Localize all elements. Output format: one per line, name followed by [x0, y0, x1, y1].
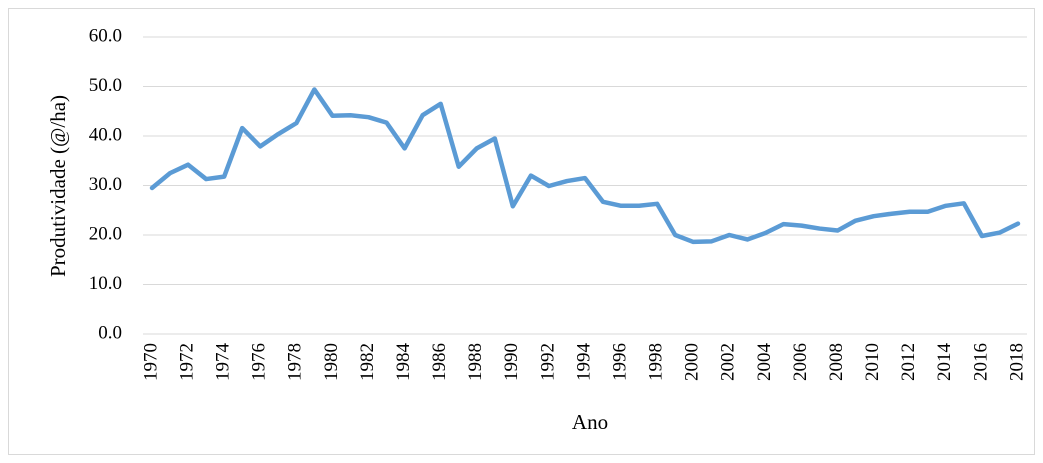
y-tick-label: 10.0 — [89, 273, 122, 294]
line-series — [149, 87, 1021, 245]
x-tick-label: 2002 — [718, 343, 739, 381]
x-axis-label: Ano — [572, 410, 608, 434]
x-tick-label: 2010 — [862, 343, 883, 381]
x-tick-label: 1990 — [501, 343, 522, 381]
x-tick-label: 1976 — [249, 343, 270, 381]
x-tick-label: 2014 — [934, 343, 955, 382]
x-tick-label: 1992 — [537, 343, 558, 381]
x-tick-label: 1970 — [140, 343, 161, 381]
y-tick-label: 50.0 — [89, 75, 122, 96]
x-tick-label: 1996 — [609, 343, 630, 381]
x-tick-label: 2008 — [826, 343, 847, 381]
x-tick-label: 2004 — [754, 343, 775, 382]
x-tick-label: 2016 — [970, 343, 991, 381]
x-tick-label: 2000 — [682, 343, 703, 381]
x-tick-label: 1978 — [285, 343, 306, 381]
x-tick-label: 1974 — [213, 343, 234, 382]
x-tick-label: 2012 — [898, 343, 919, 381]
y-tick-label: 60.0 — [89, 25, 122, 46]
x-tick-label: 2018 — [1006, 343, 1027, 381]
x-tick-label: 1998 — [646, 343, 667, 381]
x-tick-label: 2006 — [790, 343, 811, 381]
y-axis-label: Produtividade (@/ha) — [46, 95, 70, 277]
y-tick-label: 40.0 — [89, 124, 122, 145]
y-tick-label: 20.0 — [89, 223, 122, 244]
y-tick-label: 0.0 — [98, 322, 122, 343]
y-tick-label: 30.0 — [89, 174, 122, 195]
x-tick-label: 1986 — [429, 343, 450, 381]
x-tick-label: 1994 — [573, 343, 594, 382]
x-tick-label: 1982 — [357, 343, 378, 381]
x-tick-label: 1988 — [465, 343, 486, 381]
x-tick-label: 1984 — [393, 343, 414, 382]
x-tick-label: 1980 — [321, 343, 342, 381]
x-tick-label: 1972 — [176, 343, 197, 381]
chart-border — [8, 8, 1035, 455]
